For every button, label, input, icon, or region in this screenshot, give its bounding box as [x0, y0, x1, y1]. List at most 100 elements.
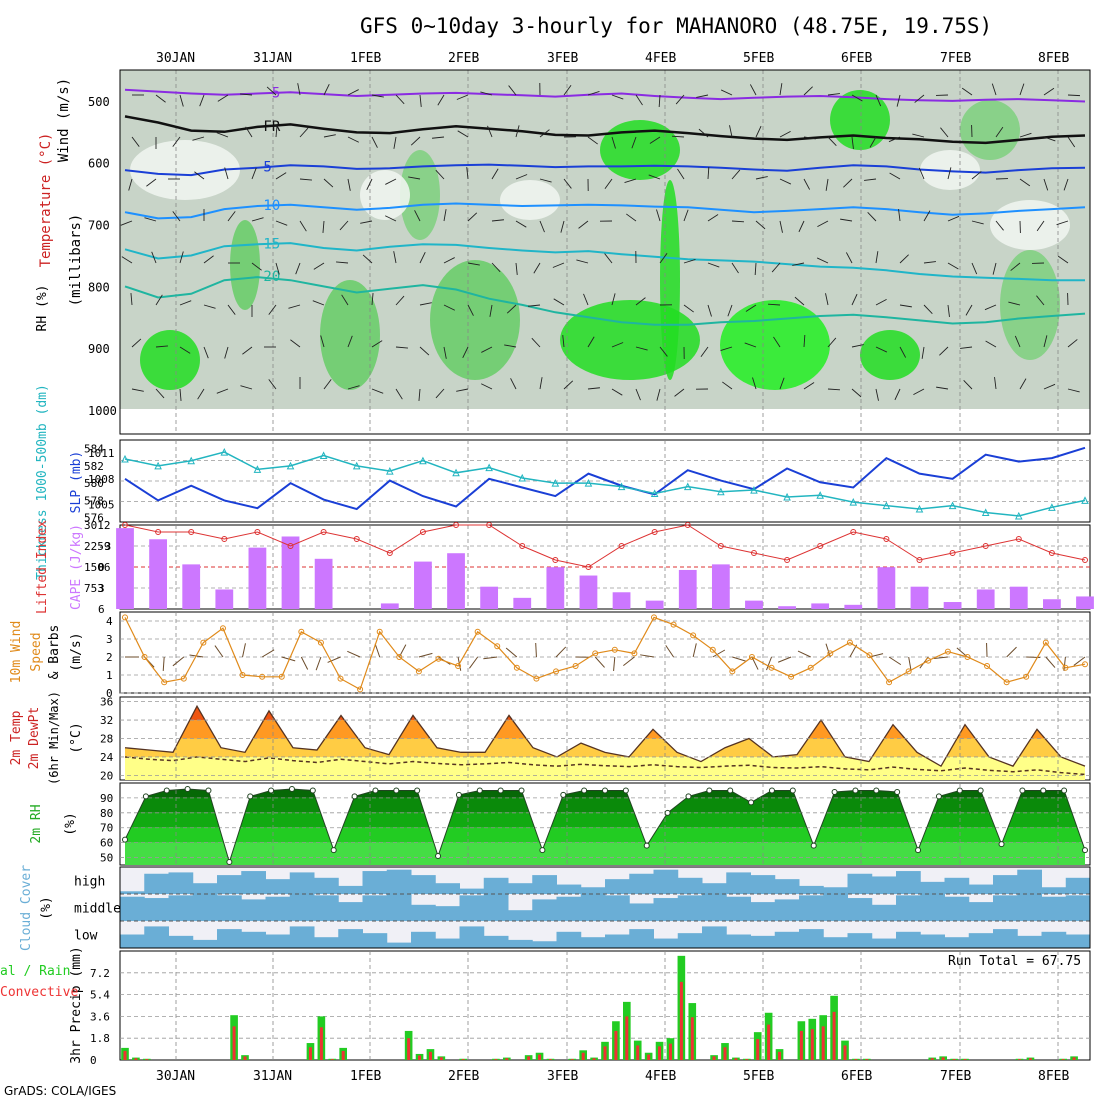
cloud-cell — [993, 875, 1018, 894]
rh-tick-label: 60 — [100, 837, 113, 850]
date-label-bottom: 4FEB — [645, 1069, 676, 1084]
rh-marker — [999, 842, 1004, 847]
cloud-cell — [193, 940, 218, 948]
rh-marker — [498, 788, 503, 793]
cloud-cell — [629, 903, 654, 921]
rh-patch — [720, 300, 830, 390]
cloud-cell — [217, 895, 242, 921]
cloud-cell — [557, 932, 582, 948]
surface-wind-barb — [163, 657, 164, 671]
cloud-cell — [387, 943, 412, 948]
precip-convective-bar — [134, 1058, 137, 1060]
surface-wind-barb — [469, 657, 477, 668]
cloud-cell — [435, 906, 460, 921]
surface-wind-barb — [693, 643, 696, 657]
cape-bar — [844, 605, 862, 609]
cloud-cell — [799, 929, 824, 948]
cloud-cell — [654, 870, 679, 894]
pressure-tick-label: 800 — [88, 280, 110, 294]
cloud-cell — [920, 935, 945, 949]
precip-tick-label: 7.2 — [90, 967, 110, 980]
surface-wind-barb — [419, 653, 433, 657]
cape-tick-label: 1506 — [84, 561, 111, 574]
cloud-cell — [581, 894, 606, 921]
precip-convective-bar — [527, 1056, 530, 1060]
surface-wind-barb — [595, 657, 604, 667]
precip-convective-bar — [1062, 1059, 1065, 1060]
date-label-bottom: 3FEB — [547, 1069, 578, 1084]
cloud-cell — [508, 883, 533, 894]
wind-unit-label: (m/s) — [69, 632, 84, 671]
rh-dry-patch — [500, 180, 560, 220]
date-label-bottom: 7FEB — [940, 1069, 971, 1084]
cloud-cell — [823, 887, 848, 894]
precip-convective-bar — [418, 1055, 421, 1060]
cloud-cell — [678, 933, 703, 948]
precip-axis-label: 3hr Precip (mm) — [69, 946, 84, 1063]
cloud-cell — [314, 937, 339, 948]
date-label-bottom: 5FEB — [743, 1069, 774, 1084]
cloud-cell — [144, 926, 169, 948]
cloud-cell — [629, 874, 654, 894]
wind-tick-label: 4 — [106, 615, 113, 628]
cloud-cell — [557, 897, 582, 921]
surface-wind-barb — [506, 648, 517, 657]
cape-bar — [282, 536, 300, 609]
rh-marker — [749, 800, 754, 805]
cape-bar — [315, 559, 333, 609]
cloud-cell — [848, 933, 873, 948]
cloud-cell — [605, 879, 630, 894]
temp-fill-group — [120, 697, 1090, 781]
date-label-top: 3FEB — [547, 51, 578, 66]
temp-tick-label: 32 — [100, 714, 113, 727]
precip-convective-bar — [462, 1059, 465, 1060]
cloud-cell — [629, 929, 654, 948]
precip-convective-bar — [713, 1056, 716, 1060]
precip-convective-bar — [1029, 1058, 1032, 1060]
cloud-cell — [169, 895, 194, 921]
cloud-cell — [314, 895, 339, 921]
precip-convective-bar — [745, 1059, 748, 1060]
surface-wind-barb — [1046, 657, 1055, 668]
temp2m-label: 2m Temp — [9, 710, 24, 765]
precip-tick-label: 0 — [90, 1054, 97, 1067]
cloud-cell — [120, 935, 145, 949]
rh-marker — [832, 789, 837, 794]
cloud-cell — [532, 899, 557, 921]
precip-convective-bar — [614, 1031, 617, 1060]
cloud-cell — [314, 878, 339, 894]
date-label-bottom: 8FEB — [1038, 1069, 1069, 1084]
cloud-cell — [1066, 878, 1091, 894]
surface-wind-barb — [1007, 647, 1017, 657]
rh-marker — [143, 794, 148, 799]
precip-convective-bar — [1018, 1059, 1021, 1060]
rh-tick-label: 90 — [100, 792, 113, 805]
thickness-line — [125, 452, 1085, 516]
cloud-cell — [848, 874, 873, 894]
surface-wind-barb — [536, 643, 537, 657]
precip-convective-bar — [833, 1012, 836, 1060]
cloud-cell — [581, 887, 606, 894]
surface-wind-barb — [243, 643, 246, 657]
cloud-cell — [484, 936, 509, 948]
cloud-cell — [290, 926, 315, 948]
rh-band — [120, 798, 1090, 813]
cloud-cell — [823, 937, 848, 948]
rh-marker — [874, 788, 879, 793]
cloud-cell — [460, 889, 485, 894]
date-label-bottom: 30JAN — [156, 1069, 195, 1084]
cloud-cell — [290, 872, 315, 894]
cloud-cell — [508, 910, 533, 921]
cloud-cell — [241, 932, 266, 948]
isotherm-label: -5 — [263, 85, 280, 101]
rh-marker — [227, 860, 232, 865]
cape-bar — [215, 589, 233, 609]
cloud-cell — [266, 879, 291, 894]
cloud-cell — [726, 897, 751, 921]
cloud-cell — [969, 885, 994, 894]
rh-marker — [665, 810, 670, 815]
cloud-cell — [411, 905, 436, 921]
rh-marker — [436, 854, 441, 859]
rh-marker — [623, 788, 628, 793]
